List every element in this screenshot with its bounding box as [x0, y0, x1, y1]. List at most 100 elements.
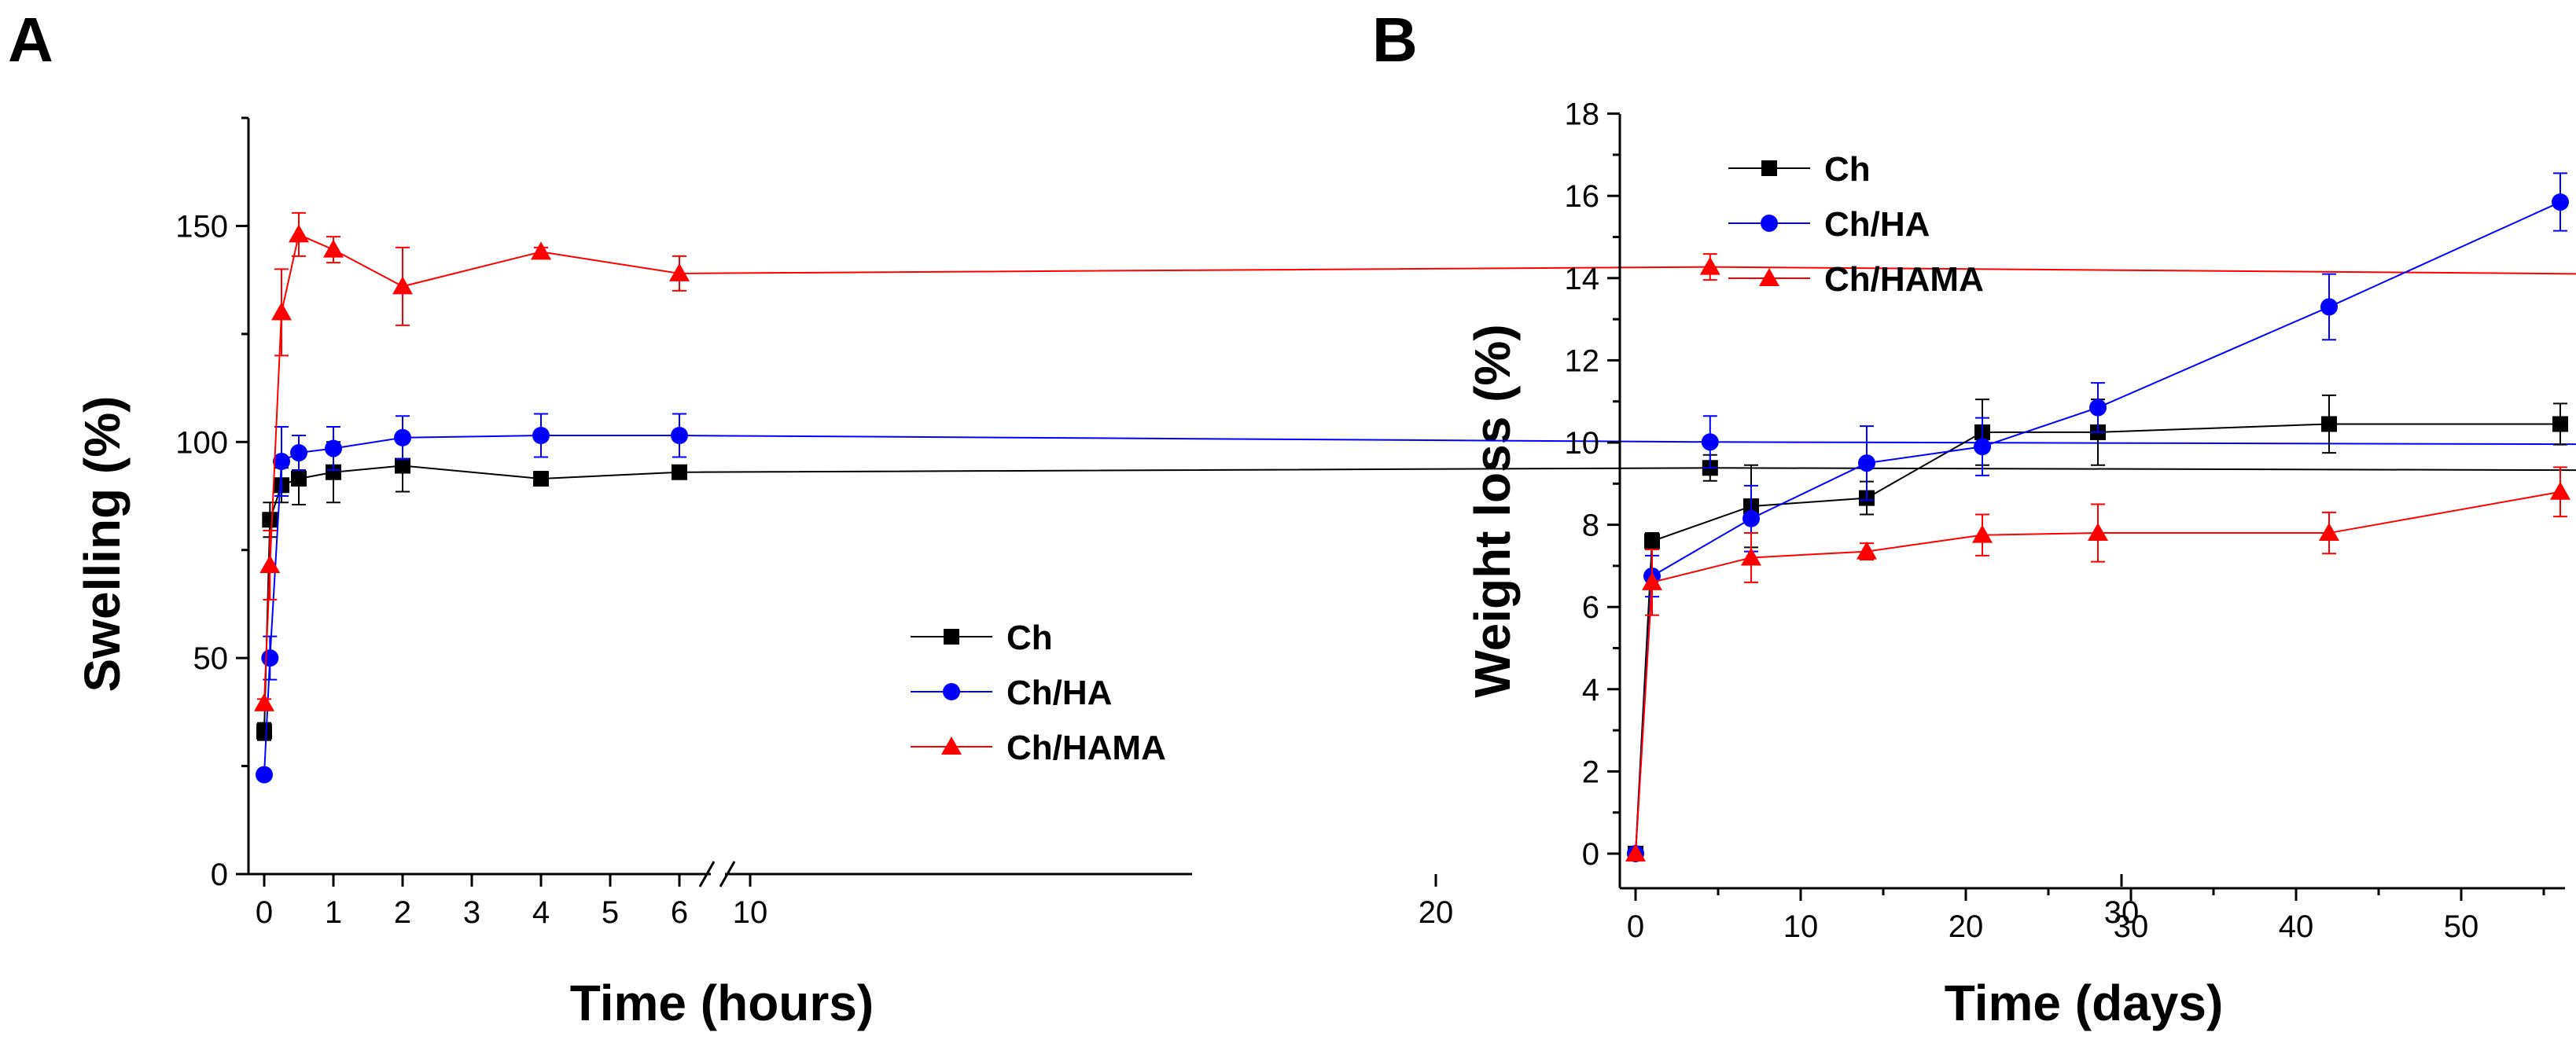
- panel-a-series-ch-point: [256, 723, 272, 740]
- panel-b-legend-marker: [1761, 215, 1778, 232]
- panel-a-series-ch-ha-point: [671, 427, 688, 445]
- panel-b-y-tick-label: 12: [1565, 343, 1600, 378]
- panel-b-ylabel: Weight loss (%): [1464, 324, 1521, 697]
- panel-b-series-ch-hama-point: [1625, 843, 1646, 861]
- panel-a-y-tick-label: 0: [211, 858, 228, 892]
- panel-a-axis-break-mark: [698, 861, 716, 887]
- panel-a-series-ch-ha-point: [290, 444, 307, 462]
- panel-a-series-ch-hama-point: [1699, 256, 1720, 275]
- panel-a-series-ch-ha-point: [273, 453, 290, 471]
- panel-b-series-ch-hama-point: [2319, 523, 2339, 542]
- panel-b-y-tick-label: 6: [1582, 590, 1599, 625]
- panel-a-x-tick-label: 5: [602, 895, 619, 930]
- panel-b-y-tick-label: 16: [1565, 179, 1600, 214]
- panel-a-x-tick-label: 3: [463, 895, 480, 930]
- panel-a-series-ch-hama-point: [289, 224, 309, 243]
- panel-b-y-tick-label: 18: [1565, 97, 1600, 132]
- panel-b-series-ch-ha-point: [2552, 193, 2569, 211]
- panel-a-legend-label: Ch: [1006, 619, 1053, 657]
- panel-b-series-ch-hama-point: [1857, 541, 1877, 560]
- panel-a-y-tick-label: 150: [175, 209, 228, 244]
- panel-b-legend-label: Ch/HA: [1824, 205, 1930, 244]
- panel-b-y-tick-label: 0: [1582, 837, 1599, 872]
- panel-a-axis-break-mark: [719, 861, 736, 887]
- panel-b-x-tick-label: 50: [2444, 909, 2479, 944]
- panel-a-series-ch-ha-point: [1701, 433, 1719, 451]
- panel-b-series-ch-ha-point: [2089, 399, 2107, 417]
- panel-a-series-ch-ha-point: [394, 428, 411, 446]
- panel-a-x-tick-label: 1: [325, 895, 342, 930]
- panel-a-x-tick-label: 0: [256, 895, 273, 930]
- panel-b-series-ch-hama-point: [1972, 524, 1993, 543]
- panel-b-x-tick-label: 0: [1627, 909, 1644, 944]
- panel-b-y-tick-label: 10: [1565, 426, 1600, 461]
- panel-a-x-tick-label: 30: [2104, 895, 2140, 930]
- panel-a-series-ch-point: [395, 457, 410, 474]
- panel-a-series-ch-line: [263, 465, 2576, 732]
- panel-a-ylabel: Swelling (%): [74, 396, 131, 692]
- panel-a-series-ch-hama-point: [254, 692, 274, 711]
- panel-b-series-ch-ha-point: [1858, 454, 1875, 472]
- panel-a-series-ch-ha-point: [325, 439, 342, 457]
- panel-a-series-ch-ha-line: [263, 435, 2576, 775]
- panel-a-label: A: [8, 5, 53, 75]
- panel-a-series-ch-hama-line: [263, 233, 2576, 704]
- panel-a-series-ch-hama-point: [531, 241, 551, 260]
- panel-a-series-ch-ha-point: [256, 766, 273, 784]
- panel-b-series-ch-point: [2321, 416, 2337, 432]
- panel-a-series-ch-hama-point: [271, 302, 292, 321]
- panel-a-series-ch-hama-point: [323, 239, 344, 258]
- panel-b-y-tick-label: 4: [1582, 673, 1599, 707]
- panel-b-series-ch-ha-point: [1974, 438, 1991, 456]
- panel-b-series-ch-hama-point: [1741, 547, 1761, 566]
- panel-a-series-ch-ha-point: [532, 427, 550, 445]
- panel-b-y-tick-label: 14: [1565, 262, 1600, 296]
- panel-b-series-ch-ha-line: [1635, 201, 2561, 854]
- panel-b-x-tick-label: 20: [1949, 909, 1984, 944]
- panel-a-x-tick-label: 6: [671, 895, 688, 930]
- panel-a-series-ch-point: [262, 512, 278, 528]
- panel-a-series-ch-hama-point: [392, 276, 413, 295]
- panel-b-series-ch-point: [1644, 533, 1660, 549]
- panel-a-legend-marker: [944, 629, 959, 645]
- panel-a-legend-label: Ch/HAMA: [1006, 729, 1166, 767]
- panel-a-series-ch-point: [672, 464, 687, 480]
- panel-a-x-tick-label: 20: [1419, 895, 1454, 930]
- panel-a-legend-label: Ch/HA: [1006, 674, 1112, 712]
- panel-b-series-ch-line: [1635, 423, 2560, 854]
- panel-a-series-ch-point: [326, 464, 341, 480]
- panel-b-series-ch-hama-point: [2550, 481, 2570, 500]
- panel-a-series-ch-hama-point: [669, 263, 690, 281]
- panel-b-x-tick-label: 10: [1783, 909, 1819, 944]
- panel-b-y-tick-label: 8: [1582, 509, 1599, 543]
- panel-a-legend-marker: [943, 683, 960, 700]
- panel-a-xlabel: Time (hours): [570, 975, 874, 1031]
- panel-b-series-ch-ha-point: [2320, 298, 2338, 316]
- panel-b-series-ch-ha-point: [1742, 509, 1760, 527]
- panel-a-series-ch-ha-point: [261, 649, 279, 667]
- panel-a-y-tick-label: 100: [175, 425, 228, 460]
- panel-b-legend-label: Ch: [1824, 150, 1871, 189]
- panel-b-series-ch-hama-point: [2088, 523, 2108, 542]
- panel-a-x-tick-label: 2: [394, 895, 411, 930]
- panel-b-series-ch-hama-line: [1635, 490, 2561, 854]
- panel-b-y-tick-label: 2: [1582, 755, 1599, 789]
- panel-a-x-tick-label: 4: [532, 895, 550, 930]
- panel-b-legend-marker: [1759, 268, 1779, 286]
- panel-b-label: B: [1372, 5, 1418, 75]
- panel-a-series-ch-point: [533, 471, 549, 487]
- panel-b-legend-label: Ch/HAMA: [1824, 260, 1984, 299]
- panel-b-plot: 0 2 4 6 8 10 12 14 16 18 0 10 20 30 40 50 Ch Ch/HA Ch/HAMA: [1565, 97, 2570, 944]
- panel-b-series-ch-hama-point: [1642, 571, 1662, 590]
- panel-a-series-ch-point: [291, 471, 307, 487]
- panel-b-x-tick-label: 40: [2279, 909, 2314, 944]
- panel-a-series-ch-hama-point: [259, 554, 281, 573]
- panel-b-legend-marker: [1761, 160, 1777, 176]
- panel-b-x-tick-label: 30: [2114, 909, 2149, 944]
- panel-a-x-tick-label: 10: [733, 895, 768, 930]
- panel-a-y-tick-label: 50: [193, 641, 229, 676]
- panel-b-series-ch-point: [2552, 416, 2568, 432]
- panel-a-legend-marker: [941, 737, 962, 755]
